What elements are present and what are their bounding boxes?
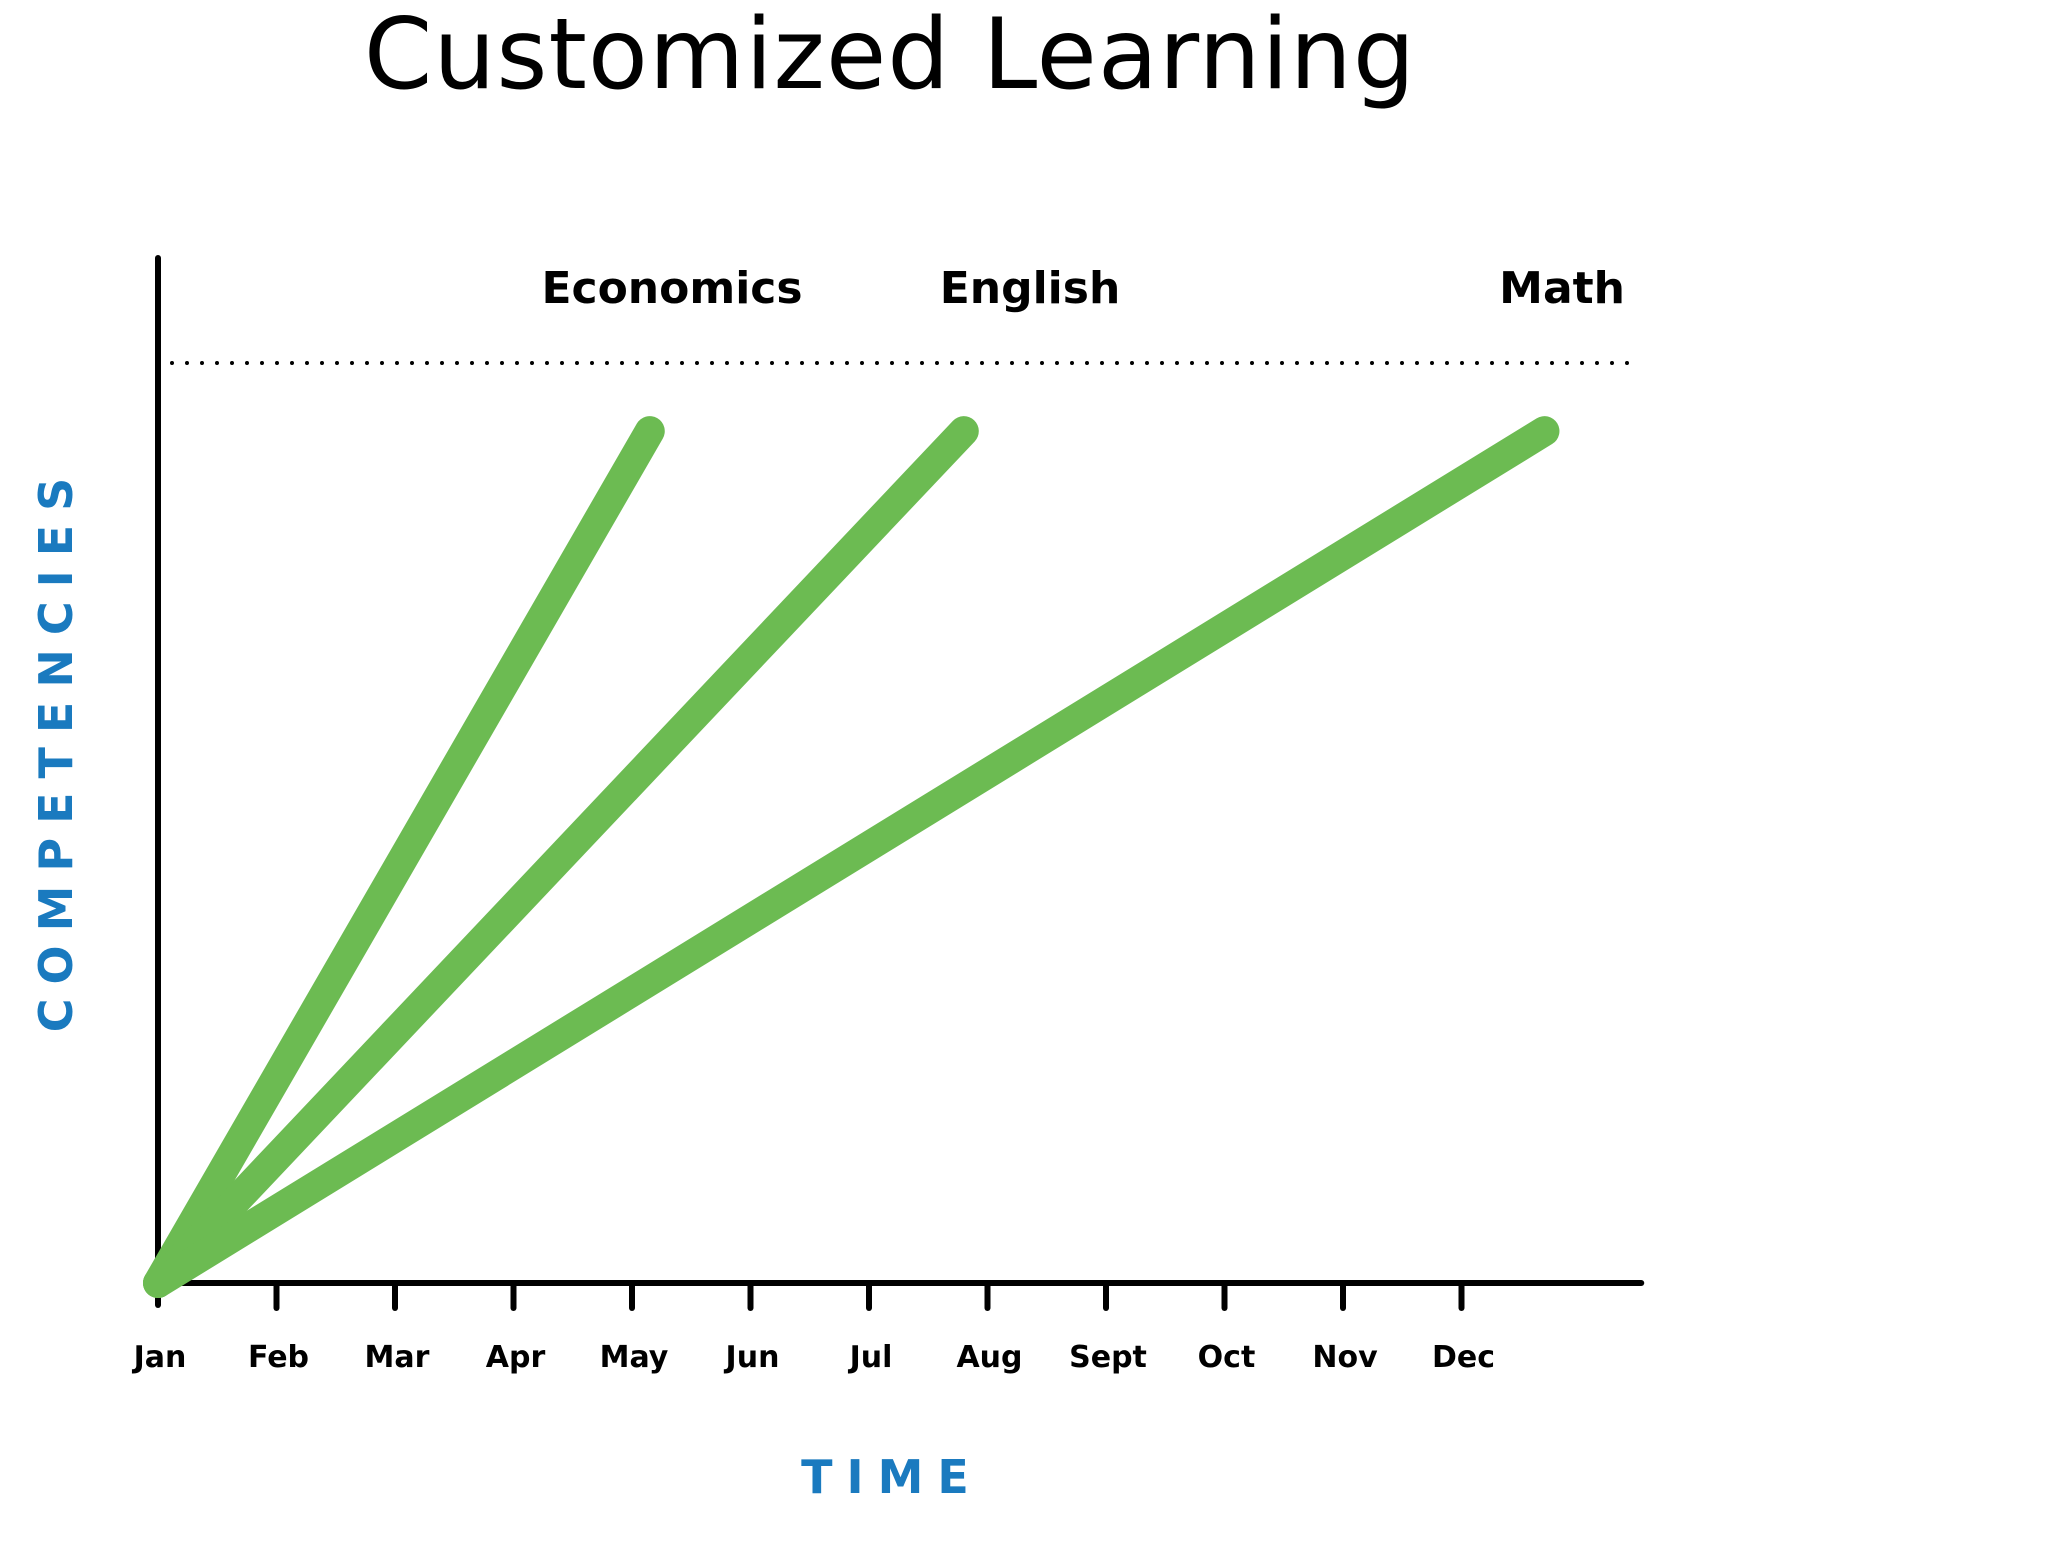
x-tick-label: Apr [486,1340,546,1375]
x-tick-label: Oct [1198,1340,1256,1375]
series-label-math: Math [1499,263,1625,314]
x-tick-label: Jul [848,1340,893,1375]
series-label-english: English [940,263,1121,314]
x-tick-label: Dec [1432,1340,1495,1375]
series-label-economics: Economics [541,263,802,314]
x-tick-label: Jun [724,1340,780,1375]
series-line-math [143,416,1560,1298]
x-tick-label: Sept [1069,1340,1147,1375]
series-labels: Economics English Math [541,263,1625,314]
x-tick-label: Jan [132,1340,187,1375]
x-tick-label: Aug [956,1340,1022,1375]
x-tick-label: Feb [248,1340,309,1375]
series-line-economics [143,416,665,1298]
x-axis-label: TIME [801,1450,983,1504]
x-tick-label: Mar [365,1340,430,1375]
x-tick-label: May [600,1340,669,1375]
x-ticks: Jan Feb Mar Apr May Jun Jul Aug Sept Oct Nov Dec [132,1280,1495,1375]
y-axis-label: COMPETENCIES [29,464,83,1033]
chart-title: Customized Learning [364,0,1416,112]
series-lines [143,416,1560,1298]
series-line-english [143,416,979,1298]
x-tick-label: Nov [1312,1340,1378,1375]
axes [155,255,1645,1308]
